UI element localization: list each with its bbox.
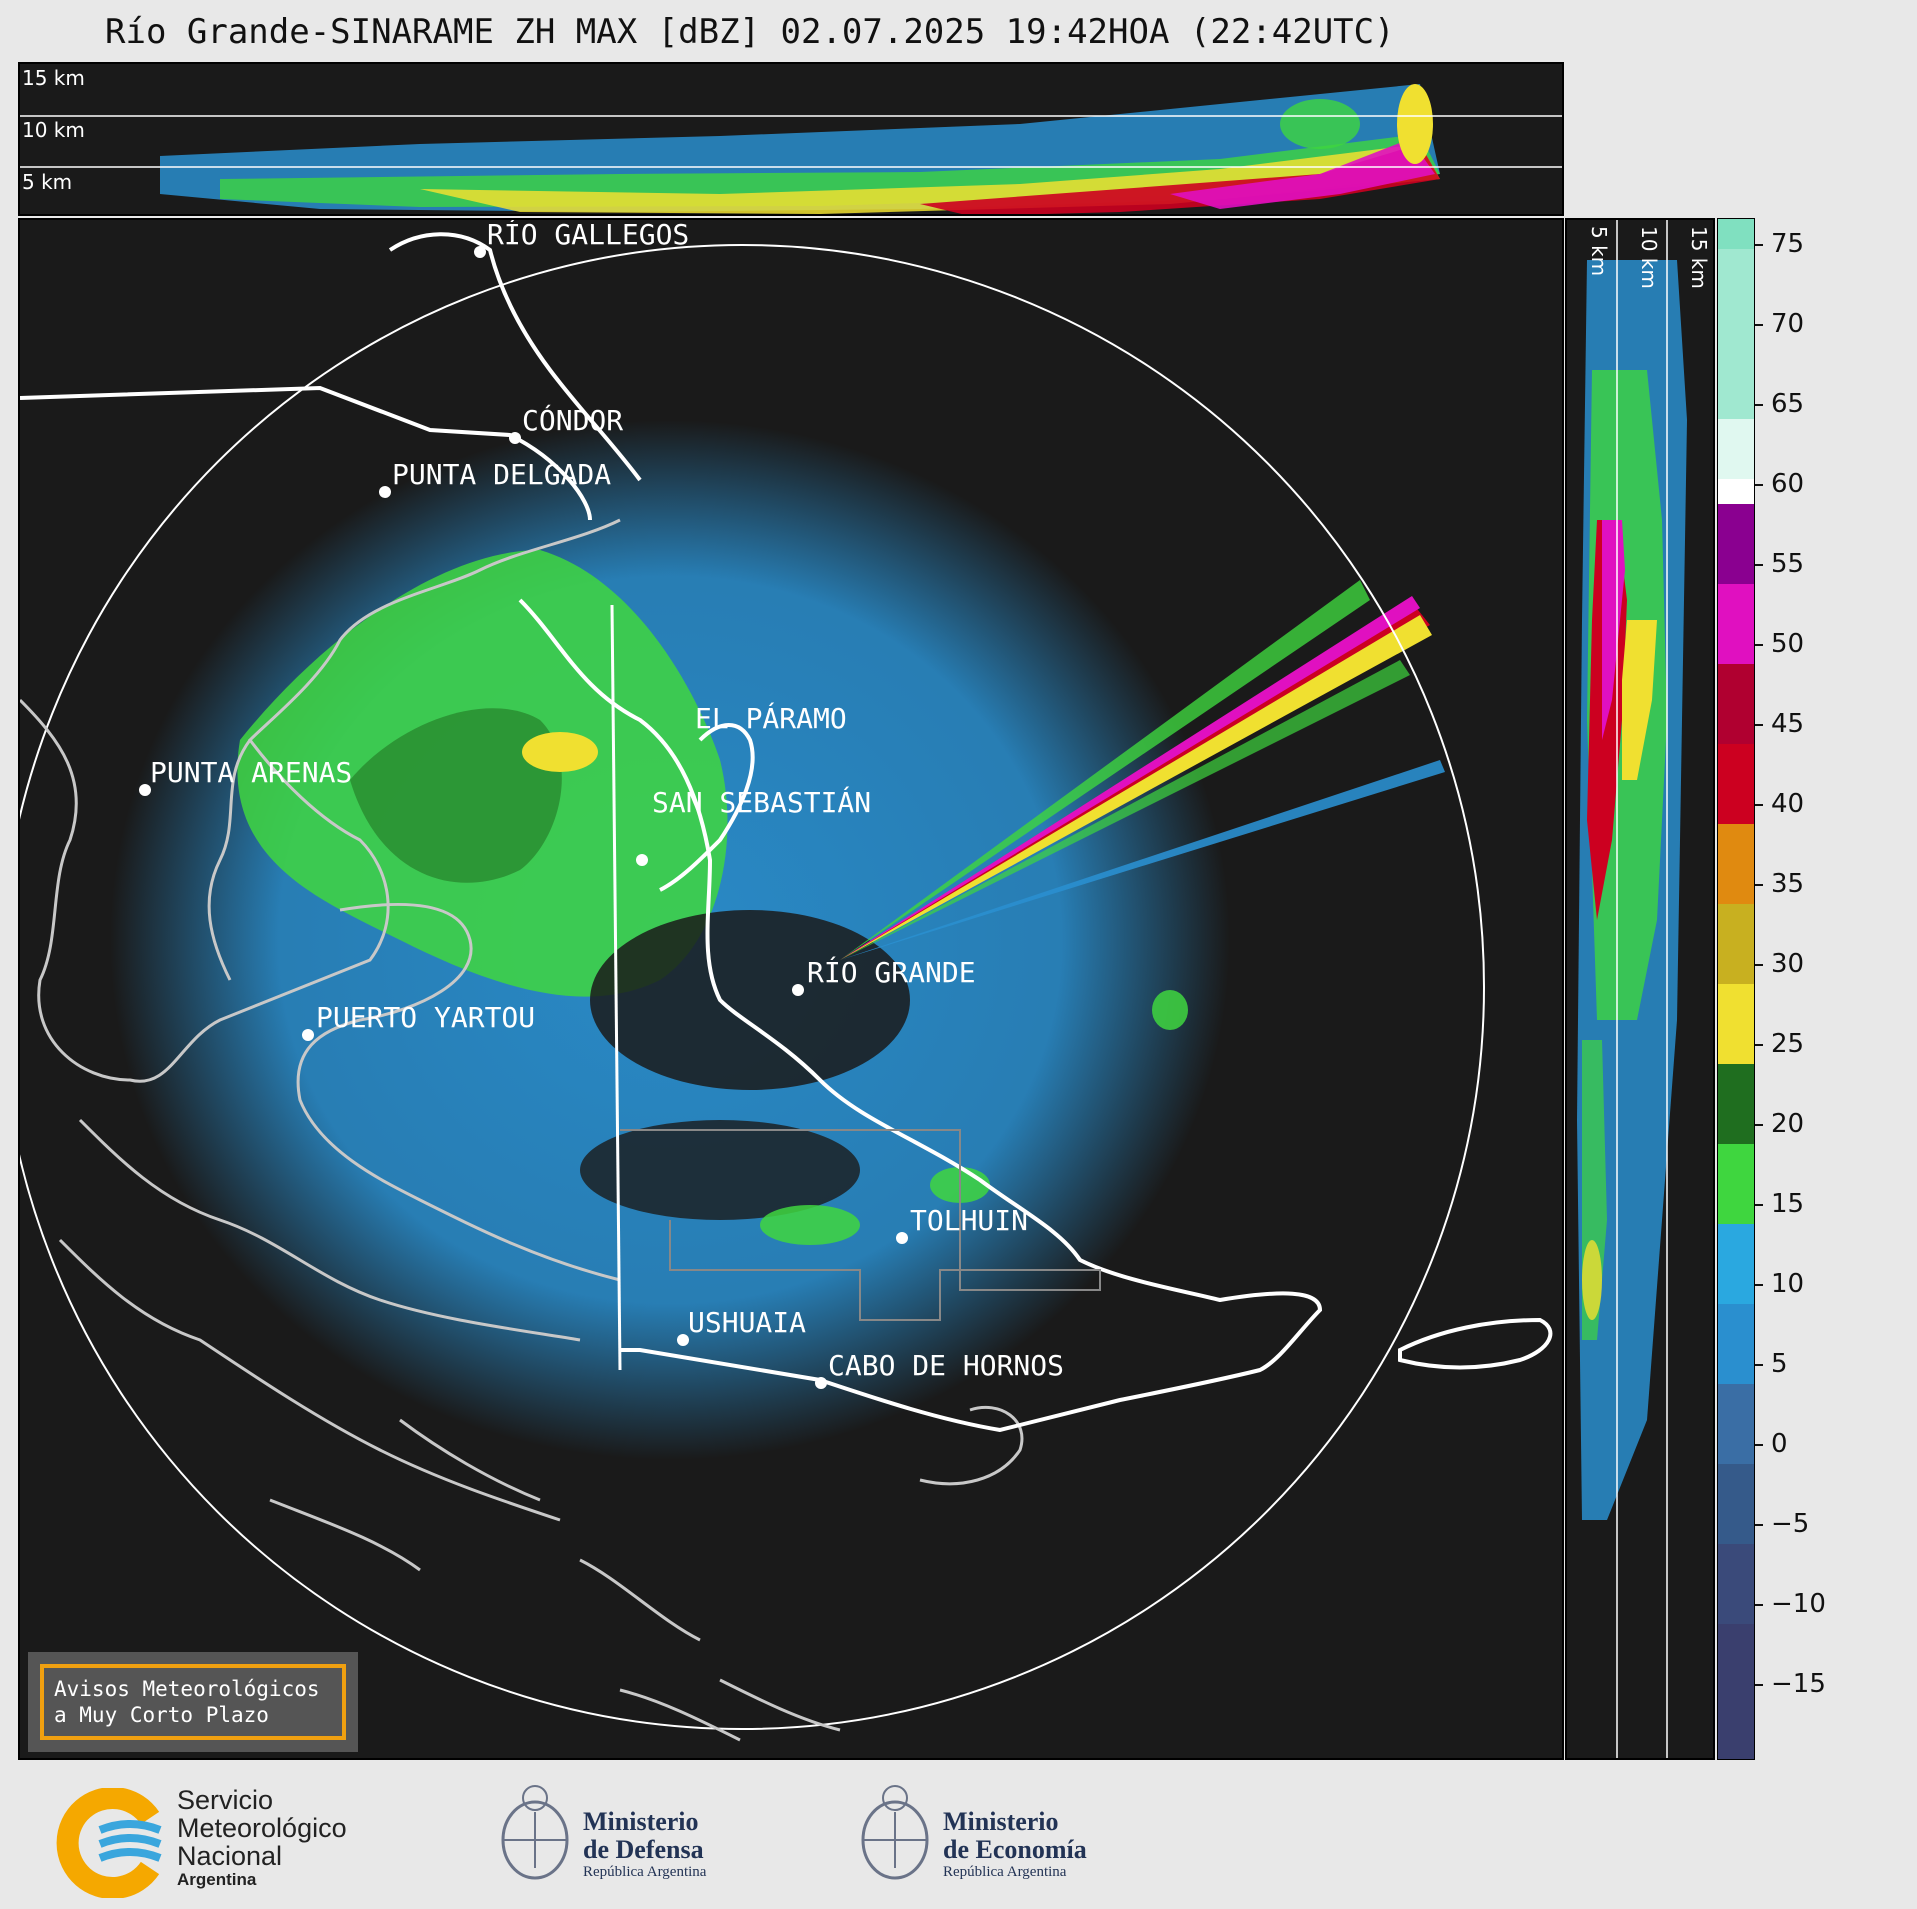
economia-logo: Ministerio de Economía República Argenti…	[855, 1778, 1115, 1894]
side-cross-section-svg	[1577, 220, 1687, 1758]
radar-map-panel: RÍO GALLEGOS CÓNDOR PUNTA DELGADA PUNTA …	[18, 218, 1564, 1760]
defensa-logo: Ministerio de Defensa República Argentin…	[495, 1778, 755, 1894]
smn-line-3: Nacional	[177, 1841, 283, 1871]
radar-map-svg: RÍO GALLEGOS CÓNDOR PUNTA DELGADA PUNTA …	[20, 220, 1553, 1742]
side-height-label-10km: 10 km	[1637, 226, 1661, 289]
side-height-label-15km: 15 km	[1687, 226, 1711, 289]
economia-line-1: Ministerio	[943, 1807, 1059, 1836]
city-label-ushuaia: USHUAIA	[688, 1306, 806, 1339]
defensa-line-2: de Defensa	[583, 1835, 704, 1864]
range-ring	[20, 244, 1485, 1730]
avisos-line-1: Avisos Meteorológicos	[54, 1677, 320, 1701]
city-label-puerto-yartou: PUERTO YARTOU	[316, 1001, 535, 1034]
city-label-cabo-de-hornos: CABO DE HORNOS	[828, 1349, 1064, 1382]
border-line	[610, 604, 622, 1371]
top-height-label-10km: 10 km	[22, 118, 85, 142]
side-cross-section-panel: 5 km 10 km 15 km	[1565, 218, 1715, 1760]
economia-line-3: República Argentina	[943, 1864, 1067, 1880]
top-height-label-15km: 15 km	[22, 66, 85, 90]
escudo-icon	[861, 1785, 929, 1880]
avisos-box: Avisos Meteorológicos a Muy Corto Plazo	[28, 1652, 358, 1752]
city-label-condor: CÓNDOR	[522, 403, 623, 437]
top-cross-section-svg	[20, 84, 1562, 214]
echo-darkgreen-nw	[350, 708, 562, 883]
defensa-line-3: República Argentina	[583, 1864, 707, 1880]
colorbar-ticks: 75 70 65 60 55 50 45 40 35 30 25 20 15 1…	[1755, 229, 1826, 1699]
smn-logo-icon	[56, 1788, 162, 1898]
city-label-punta-delgada: PUNTA DELGADA	[392, 458, 611, 491]
city-label-rio-gallegos: RÍO GALLEGOS	[487, 220, 689, 251]
echo-clear-zone	[590, 910, 910, 1090]
side-height-label-5km: 5 km	[1587, 226, 1611, 277]
echo-yellow-core	[522, 732, 598, 772]
city-label-punta-arenas: PUNTA ARENAS	[150, 756, 352, 789]
smn-line-1: Servicio	[177, 1785, 274, 1815]
city-label-san-sebastian: SAN SEBASTIÁN	[652, 785, 871, 819]
top-cross-section-panel: 15 km 10 km 5 km	[18, 62, 1564, 216]
city-label-el-paramo: EL PÁRAMO	[695, 701, 847, 735]
city-label-rio-grande: RÍO GRANDE	[807, 955, 976, 989]
dbz-colorbar	[1717, 218, 1755, 1760]
defensa-line-1: Ministerio	[583, 1807, 699, 1836]
smn-line-4: Argentina	[177, 1870, 257, 1889]
tdf-coastline	[518, 598, 1323, 1433]
chart-title: Río Grande-SINARAME ZH MAX [dBZ] 02.07.2…	[105, 12, 1395, 52]
city-label-tolhuin: TOLHUIN	[910, 1204, 1028, 1237]
top-height-label-5km: 5 km	[22, 170, 73, 194]
economia-line-2: de Economía	[943, 1835, 1087, 1864]
smn-logo: Servicio Meteorológico Nacional Argentin…	[55, 1780, 395, 1898]
escudo-icon	[501, 1785, 569, 1880]
smn-line-2: Meteorológico	[177, 1813, 347, 1843]
avisos-line-2: a Muy Corto Plazo	[54, 1703, 269, 1727]
